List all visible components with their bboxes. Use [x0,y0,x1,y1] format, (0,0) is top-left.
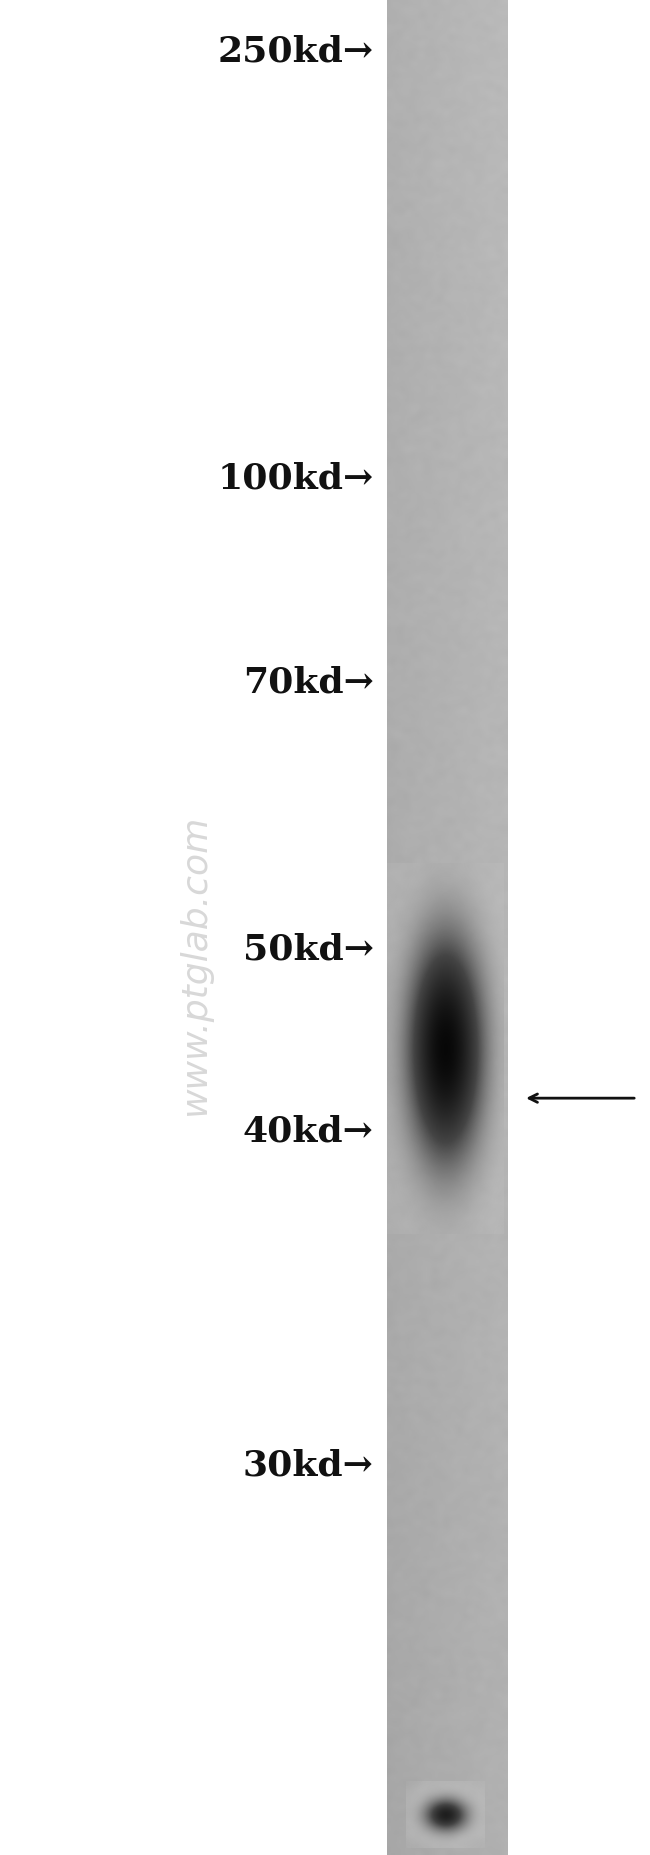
Text: 250kd→: 250kd→ [218,35,374,69]
Text: 30kd→: 30kd→ [243,1449,374,1482]
Text: 50kd→: 50kd→ [242,933,374,966]
Text: www.ptglab.com: www.ptglab.com [178,814,212,1115]
Text: 40kd→: 40kd→ [243,1115,374,1148]
Text: 70kd→: 70kd→ [243,666,374,699]
Text: 100kd→: 100kd→ [218,462,374,495]
